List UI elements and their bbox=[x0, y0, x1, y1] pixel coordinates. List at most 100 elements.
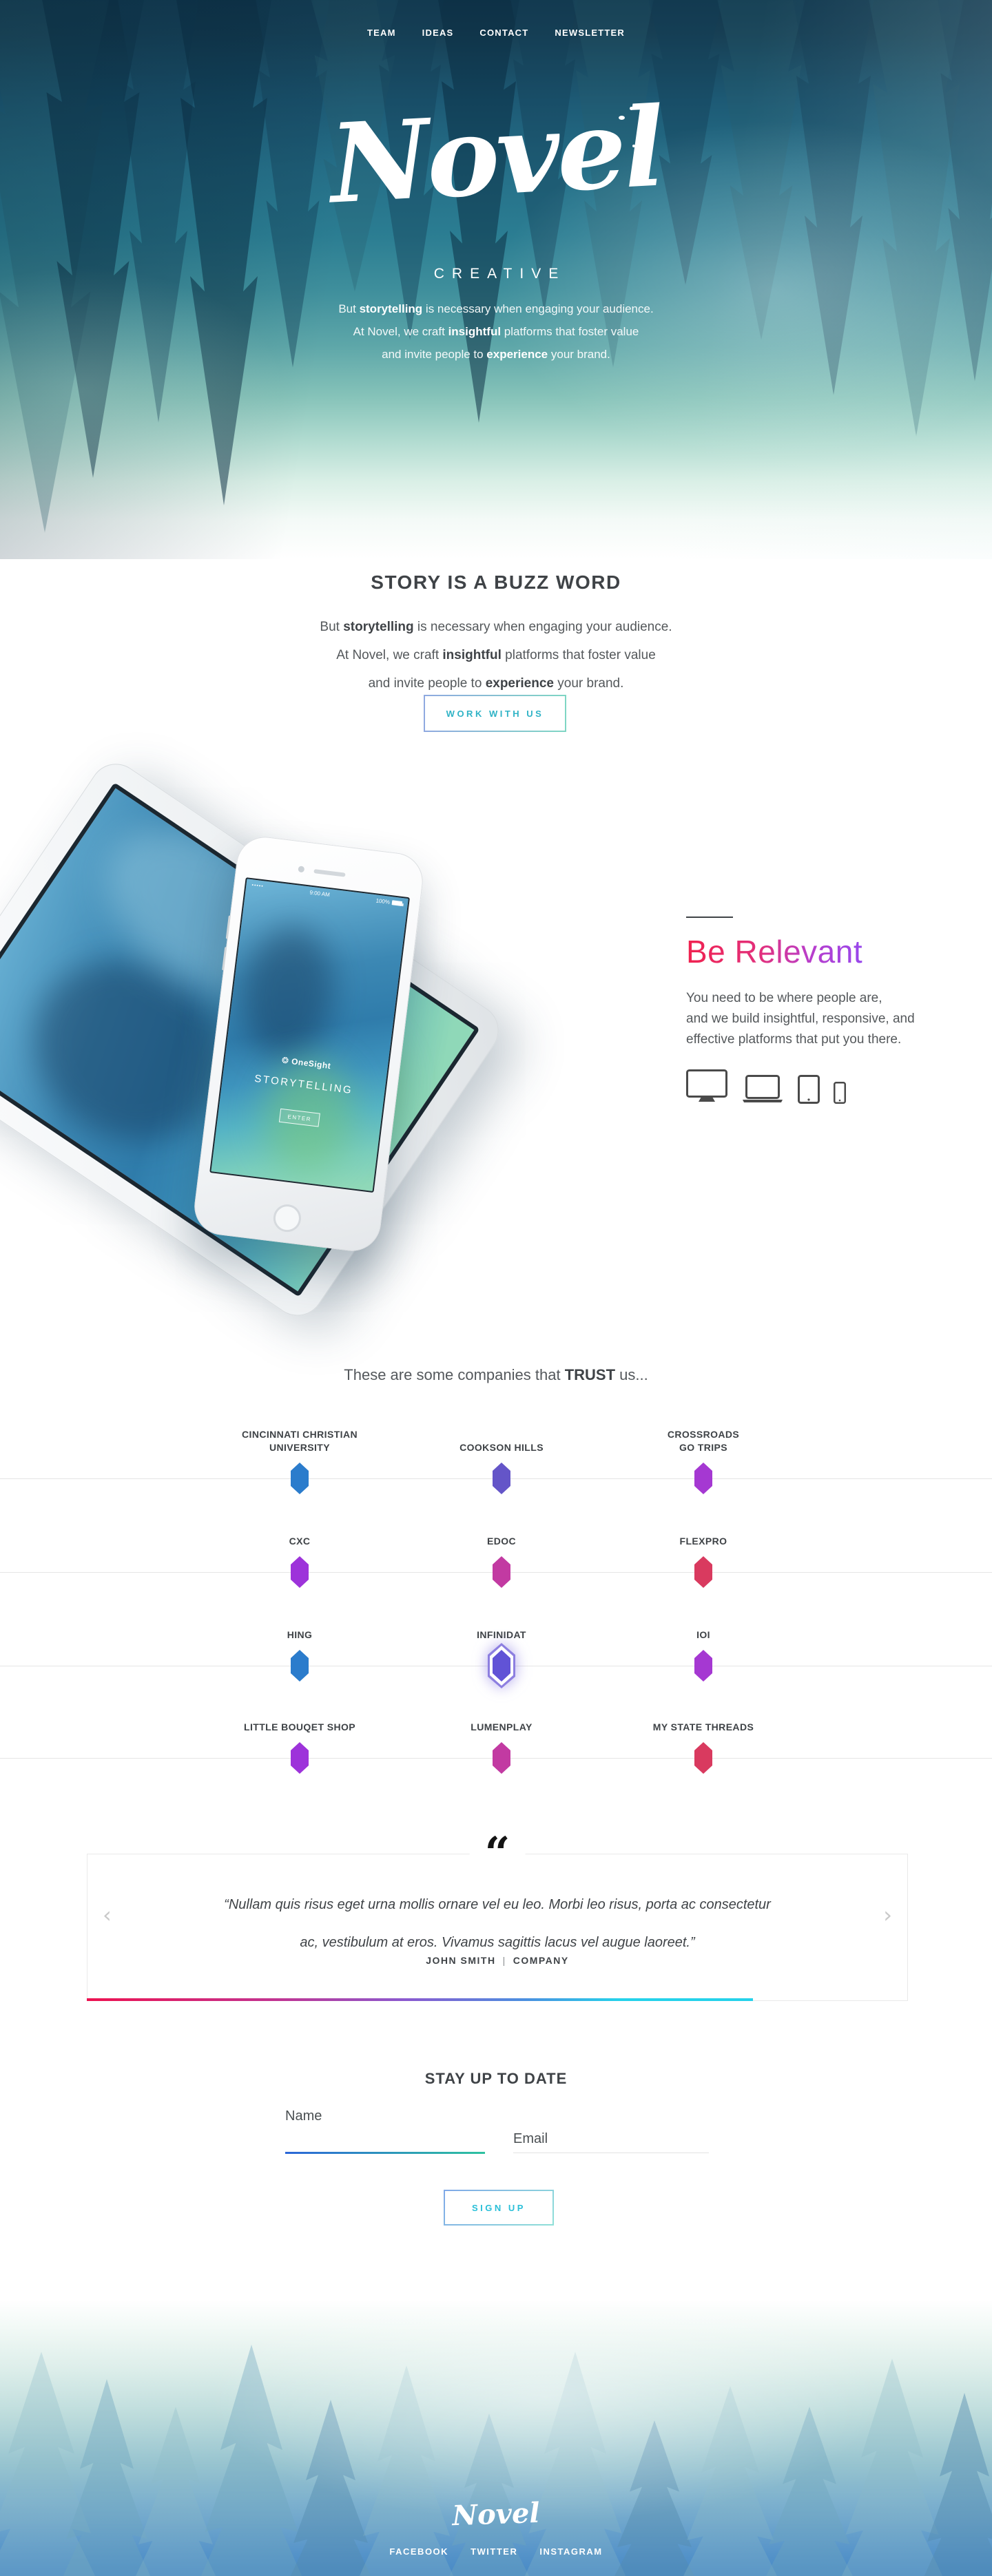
hexagon-logo-icon bbox=[291, 1463, 309, 1494]
work-with-us-label: WORK WITH US bbox=[425, 696, 565, 731]
be-relevant-section: Be Relevant You need to be where people … bbox=[686, 912, 920, 1104]
testimonial-company: COMPANY bbox=[513, 1955, 569, 1966]
company-label: HING bbox=[287, 1629, 313, 1640]
hexagon-logo-icon bbox=[493, 1463, 510, 1494]
company-flexpro[interactable]: FLEXPRO bbox=[624, 1516, 783, 1588]
be-relevant-copy: You need to be where people are, and we … bbox=[686, 988, 920, 1050]
company-label: COOKSON HILLS bbox=[459, 1442, 544, 1453]
nav-newsletter[interactable]: NEWSLETTER bbox=[555, 28, 625, 38]
testimonial-attribution: JOHN SMITH | COMPANY bbox=[87, 1955, 907, 1966]
company-label: CROSSROADS GO TRIPS bbox=[667, 1429, 740, 1453]
device-mockup-showcase: ❂ OneSight STORYTELLING ENTER ••••• 9:00… bbox=[0, 753, 620, 1339]
company-cxc[interactable]: CXC bbox=[220, 1516, 379, 1588]
hero-tagline-line: At Novel, we craft insightful platforms … bbox=[353, 325, 639, 338]
device-icons-row bbox=[686, 1069, 920, 1104]
work-with-us-button[interactable]: WORK WITH US bbox=[424, 695, 566, 732]
hexagon-logo-icon bbox=[493, 1742, 510, 1774]
company-label: INFINIDAT bbox=[477, 1629, 526, 1640]
hexagon-logo-icon bbox=[493, 1650, 510, 1682]
sign-up-button[interactable]: SIGN UP bbox=[444, 2190, 554, 2226]
hexagon-logo-icon bbox=[291, 1650, 309, 1682]
hero-mist-overlay bbox=[0, 0, 992, 559]
company-label: FLEXPRO bbox=[679, 1536, 727, 1547]
be-relevant-heading: Be Relevant bbox=[686, 934, 863, 970]
brand-subtitle: CREATIVE bbox=[433, 266, 566, 282]
email-field[interactable]: Email bbox=[513, 2131, 709, 2153]
company-label: LITTLE BOUQET SHOP bbox=[244, 1721, 355, 1732]
company-label: EDOC bbox=[486, 1536, 517, 1547]
footer-social-links: FACEBOOK TWITTER INSTAGRAM bbox=[0, 2546, 992, 2557]
name-field-underline bbox=[285, 2152, 485, 2154]
name-field[interactable]: Name bbox=[285, 2108, 485, 2154]
company-label: CXC bbox=[289, 1536, 311, 1547]
phone-status-bar: ••••• 9:00 AM 100% bbox=[246, 881, 408, 908]
company-label: CINCINNATI CHRISTIAN UNIVERSITY bbox=[242, 1429, 358, 1453]
nav-contact[interactable]: CONTACT bbox=[479, 28, 529, 38]
company-crossroads-go-trips[interactable]: CROSSROADS GO TRIPS bbox=[624, 1423, 783, 1494]
testimonial-card: “ “Nullam quis risus eget urna mollis or… bbox=[87, 1832, 908, 2001]
brand-logo-script: Novel bbox=[327, 83, 665, 229]
footer-section: Novel FACEBOOK TWITTER INSTAGRAM bbox=[0, 2300, 992, 2576]
selected-hexagon-ring bbox=[488, 1643, 515, 1688]
hero-section: TEAM IDEAS CONTACT NEWSLETTER Novel CREA… bbox=[0, 0, 992, 559]
company-cookson-hills[interactable]: COOKSON HILLS bbox=[422, 1423, 581, 1494]
company-my-state-threads[interactable]: MY STATE THREADS bbox=[624, 1702, 783, 1774]
company-infinidat[interactable]: INFINIDAT bbox=[422, 1610, 581, 1688]
nav-ideas[interactable]: IDEAS bbox=[422, 28, 454, 38]
carousel-prev-button[interactable]: ‹ bbox=[103, 1902, 112, 1928]
newsletter-heading: STAY UP TO DATE bbox=[424, 2070, 568, 2087]
story-copy: But storytelling is necessary when engag… bbox=[0, 613, 992, 698]
hexagon-logo-icon bbox=[694, 1742, 712, 1774]
phone-screen: ••••• 9:00 AM 100% ❂ OneSight STORYTELLI… bbox=[209, 877, 411, 1193]
story-copy-line: But storytelling is necessary when engag… bbox=[320, 620, 672, 634]
carousel-next-button[interactable]: › bbox=[883, 1902, 892, 1928]
hexagon-logo-icon bbox=[694, 1463, 712, 1494]
phone-icon bbox=[834, 1082, 846, 1104]
be-relevant-line: effective platforms that put you there. bbox=[686, 1032, 902, 1047]
hexagon-logo-icon bbox=[291, 1556, 309, 1588]
testimonial-quote-line: ac, vestibulum at eros. Vivamus sagittis… bbox=[300, 1935, 695, 1950]
company-edoc[interactable]: EDOC bbox=[422, 1516, 581, 1588]
hexagon-logo-icon bbox=[291, 1742, 309, 1774]
phone-status-time: 9:00 AM bbox=[309, 889, 331, 899]
name-field-label: Name bbox=[285, 2108, 322, 2124]
footer-mist-overlay bbox=[0, 2300, 992, 2576]
footer-link-twitter[interactable]: TWITTER bbox=[471, 2546, 518, 2557]
company-label: LUMENPLAY bbox=[471, 1721, 533, 1732]
quote-mark-icon: “ bbox=[469, 1832, 526, 1876]
story-heading: STORY IS A BUZZ WORD bbox=[371, 572, 621, 593]
phone-home-button bbox=[271, 1202, 303, 1234]
laptop-icon bbox=[741, 1075, 784, 1104]
attribution-separator: | bbox=[502, 1955, 506, 1966]
company-label: IOI bbox=[696, 1629, 710, 1640]
company-hing[interactable]: HING bbox=[220, 1610, 379, 1682]
hero-tagline-line: But storytelling is necessary when engag… bbox=[338, 302, 654, 315]
trust-heading: These are some companies that TRUST us..… bbox=[344, 1366, 648, 1383]
company-little-bouqet-shop[interactable]: LITTLE BOUQET SHOP bbox=[220, 1702, 379, 1774]
company-ioi[interactable]: IOI bbox=[624, 1610, 783, 1682]
hero-tagline-line: and invite people to experience your bra… bbox=[382, 348, 610, 361]
testimonial-quote-line: “Nullam quis risus eget urna mollis orna… bbox=[224, 1897, 771, 1912]
footer-link-facebook[interactable]: FACEBOOK bbox=[389, 2546, 449, 2557]
hexagon-logo-icon bbox=[694, 1556, 712, 1588]
sign-up-label: SIGN UP bbox=[445, 2191, 552, 2224]
desktop-icon bbox=[686, 1069, 727, 1104]
company-cincinnati-christian-university[interactable]: CINCINNATI CHRISTIAN UNIVERSITY bbox=[220, 1423, 379, 1494]
story-copy-line: At Novel, we craft insightful platforms … bbox=[336, 648, 656, 662]
nav-team[interactable]: TEAM bbox=[367, 28, 396, 38]
phone-camera-icon bbox=[298, 866, 305, 873]
email-field-label: Email bbox=[513, 2131, 548, 2146]
company-label: MY STATE THREADS bbox=[652, 1721, 754, 1732]
company-lumenplay[interactable]: LUMENPLAY bbox=[422, 1702, 581, 1774]
be-relevant-line: and we build insightful, responsive, and bbox=[686, 1012, 915, 1026]
carousel-progress-bar bbox=[87, 1998, 753, 2001]
battery-percent: 100% bbox=[375, 897, 391, 905]
testimonial-quote: “Nullam quis risus eget urna mollis orna… bbox=[129, 1886, 866, 1962]
phone-screen-photo-blob bbox=[235, 921, 341, 1064]
hexagon-logo-icon bbox=[694, 1650, 712, 1682]
phone-speaker bbox=[313, 869, 346, 877]
brand-logo: Novel bbox=[0, 84, 992, 229]
section-rule bbox=[686, 917, 733, 918]
footer-link-instagram[interactable]: INSTAGRAM bbox=[539, 2546, 603, 2557]
